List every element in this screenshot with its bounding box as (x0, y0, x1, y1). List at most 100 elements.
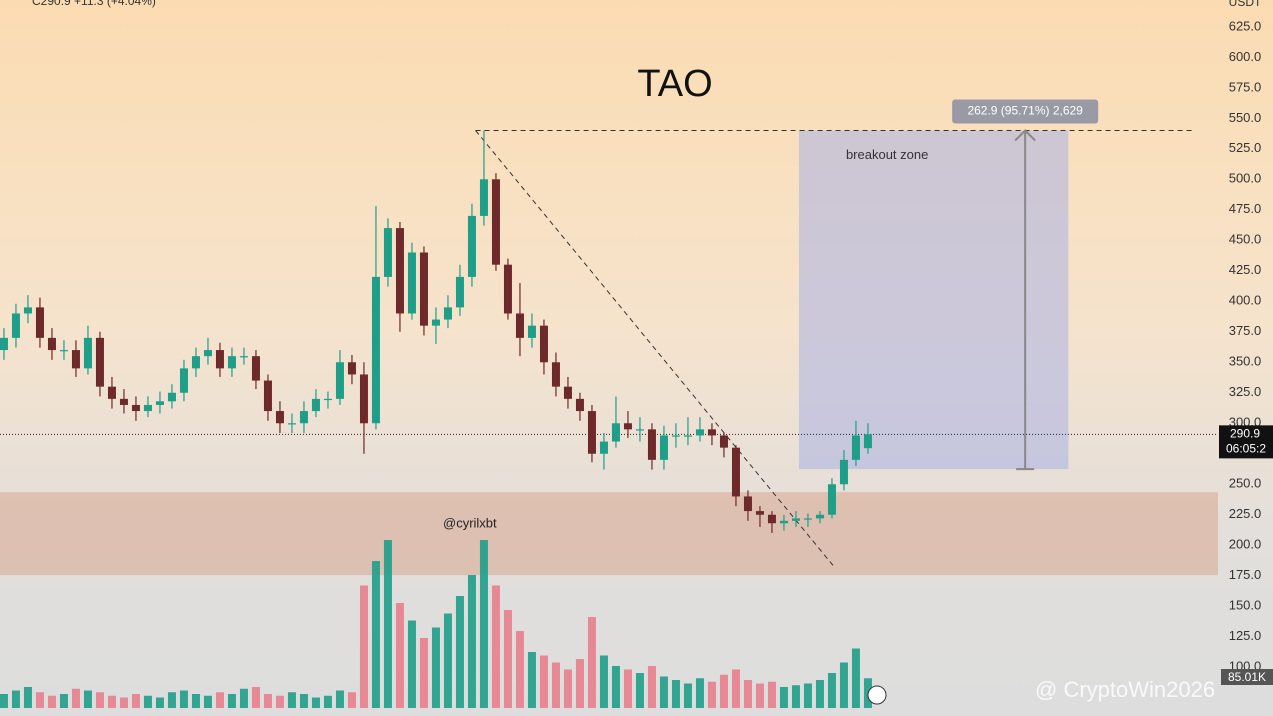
volume-bar (683, 683, 692, 708)
candle-body (107, 386, 116, 399)
volume-bar (827, 673, 836, 708)
candle-body (119, 398, 128, 405)
candle-body (143, 404, 152, 412)
volume-bar (383, 540, 392, 708)
candle-body (743, 496, 752, 512)
volume-bar (251, 687, 260, 708)
volume-bar (11, 690, 20, 708)
volume-bar (299, 694, 308, 708)
y-tick-label: 325.0 (1229, 384, 1262, 399)
volume-bar (59, 694, 68, 708)
volume-bar (647, 666, 656, 708)
y-tick-label: 175.0 (1229, 567, 1262, 582)
candle-body (311, 398, 320, 412)
y-tick-label: 350.0 (1229, 354, 1262, 369)
candle-body (707, 429, 716, 436)
price-tag (1219, 425, 1273, 459)
y-tick-label: 400.0 (1229, 293, 1262, 308)
volume-bar (779, 687, 788, 708)
candle-body (287, 423, 296, 425)
candle-body (611, 423, 620, 442)
candle-body (59, 350, 68, 352)
candle-body (335, 362, 344, 399)
measure-box (952, 99, 1099, 124)
last-price: 290.9 (1230, 427, 1260, 441)
candle-body (0, 337, 8, 351)
candle-body (395, 228, 404, 314)
volume-bar (131, 694, 140, 708)
y-tick-label: 150.0 (1229, 598, 1262, 613)
measure-arrow (1014, 129, 1036, 142)
candle-body (455, 276, 464, 308)
candle-body (419, 252, 428, 326)
y-tick-label: 550.0 (1229, 110, 1262, 125)
candle-body (299, 411, 308, 424)
currency: USDT (1229, 0, 1262, 9)
y-tick-label: 600.0 (1229, 49, 1262, 64)
candle-body (203, 350, 212, 357)
candle-body (815, 514, 824, 519)
candle-body (239, 356, 248, 358)
header: C290.9 +11.3 (+4.04%) (32, 0, 156, 8)
volume-bar (95, 692, 104, 708)
candle-body (275, 411, 284, 424)
y-tick-label: 225.0 (1229, 506, 1262, 521)
volume-bar (311, 697, 320, 708)
countdown: 06:05:2 (1226, 442, 1266, 456)
volume-bar (551, 662, 560, 708)
volume-bar (143, 695, 152, 708)
candle-body (767, 514, 776, 524)
breakout-zone (798, 130, 1069, 470)
volume-bar (791, 685, 800, 708)
candle-body (635, 429, 644, 431)
volume-bar (467, 575, 476, 708)
candle-body (251, 356, 260, 381)
volume-bar (0, 694, 8, 708)
volume-bar (767, 681, 776, 708)
candle-body (683, 435, 692, 437)
candle-body (491, 179, 500, 265)
volume-bar (611, 666, 620, 708)
candle-body (527, 325, 536, 338)
volume-bar (527, 652, 536, 708)
volume-bar (503, 610, 512, 708)
volume-bar (743, 680, 752, 708)
candle-body (827, 484, 836, 515)
y-tick-label: 625.0 (1229, 18, 1262, 33)
candle-body (563, 386, 572, 399)
volume-bar (47, 695, 56, 708)
candle-body (539, 325, 548, 363)
candle-body (503, 264, 512, 314)
volume-bar (515, 631, 524, 708)
volume-bar (755, 683, 764, 708)
volume-bar (671, 680, 680, 708)
y-tick-label: 375.0 (1229, 323, 1262, 338)
y-tick-label: 125.0 (1229, 628, 1262, 643)
support-zone (0, 492, 1218, 576)
volume-label: 85.01K (1228, 670, 1266, 684)
candle-body (863, 434, 872, 449)
volume-bar (71, 688, 80, 708)
author: @cyrilxbt (443, 515, 497, 530)
candle-body (515, 313, 524, 338)
volume-bar (119, 697, 128, 708)
candle-body (383, 228, 392, 277)
volume-bar (599, 655, 608, 708)
replay-icon[interactable] (867, 685, 887, 705)
volume-bar (155, 697, 164, 708)
volume-bar (419, 638, 428, 708)
chart-title: TAO (637, 63, 712, 105)
volume-bar (731, 669, 740, 708)
volume-bar (707, 681, 716, 708)
candle-body (23, 307, 32, 314)
volume-bar (335, 690, 344, 708)
candle-body (779, 520, 788, 524)
volume-bar (695, 678, 704, 708)
candle-body (167, 392, 176, 402)
candle-body (659, 435, 668, 460)
candle-body (443, 307, 452, 320)
volume-bar (635, 673, 644, 708)
volume-tag (1221, 669, 1273, 685)
volume-bar (203, 695, 212, 708)
